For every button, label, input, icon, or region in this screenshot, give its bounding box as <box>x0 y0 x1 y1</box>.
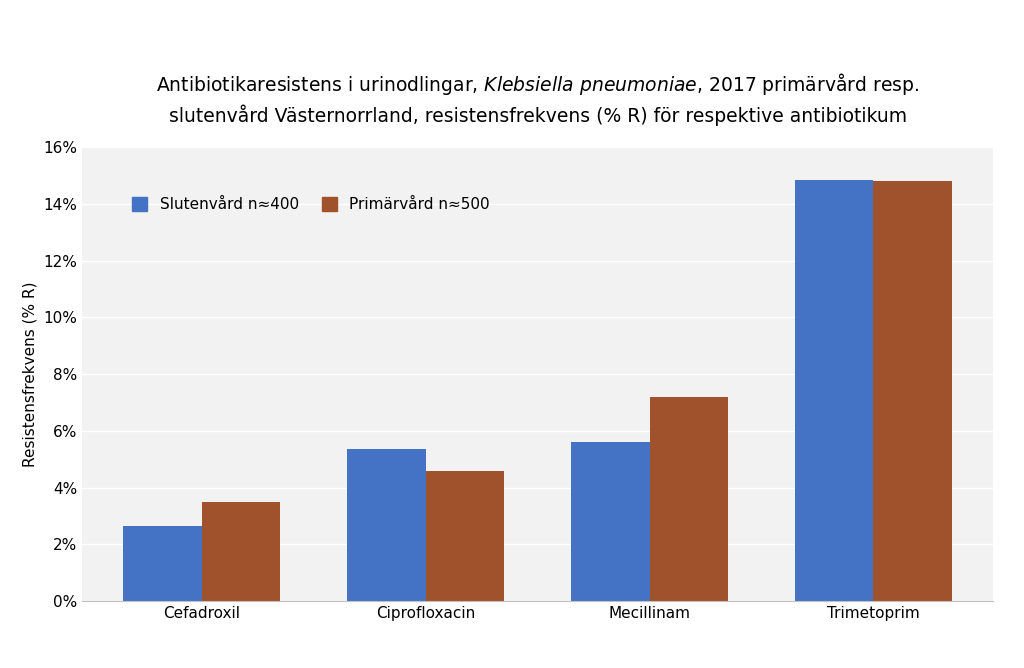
Bar <box>347 450 426 601</box>
Bar <box>202 502 281 601</box>
Bar <box>873 181 952 601</box>
Bar <box>571 442 649 601</box>
Legend: Slutenvård n≈400, Primärvård n≈500: Slutenvård n≈400, Primärvård n≈500 <box>126 191 496 218</box>
Bar <box>123 526 202 601</box>
Title: Antibiotikaresistens i urinodlingar, $\bf{\it{Klebsiella\ pneumoniae}}$, 2017 pr: Antibiotikaresistens i urinodlingar, $\b… <box>156 71 920 126</box>
Bar <box>649 397 728 601</box>
Bar <box>426 470 504 601</box>
Y-axis label: Resistensfrekvens (% R): Resistensfrekvens (% R) <box>23 281 38 467</box>
Bar <box>795 180 873 601</box>
